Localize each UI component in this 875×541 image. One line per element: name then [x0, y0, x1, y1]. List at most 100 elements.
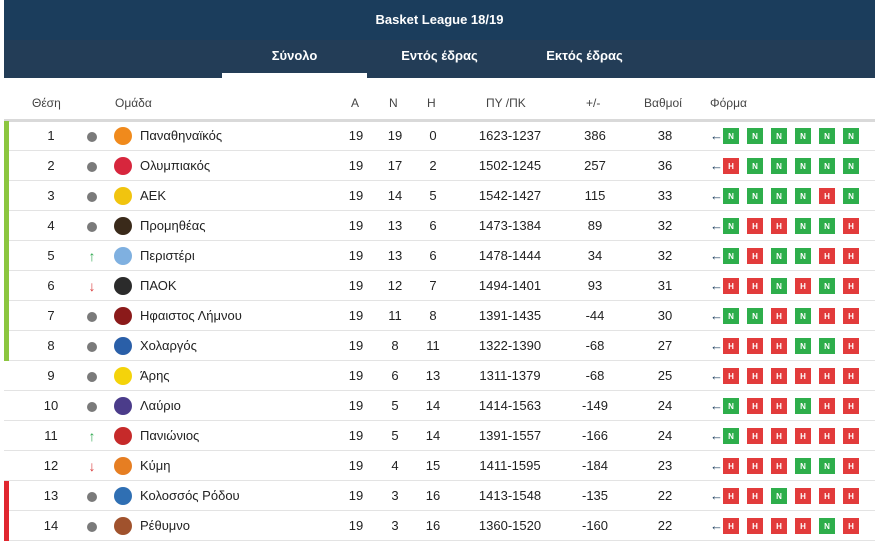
- arrow-up-icon: ↑: [88, 248, 96, 264]
- tab-away[interactable]: Εκτός έδρας: [546, 48, 623, 63]
- games-played-cell: 19: [348, 518, 364, 533]
- form-win-badge: Ν: [722, 247, 740, 265]
- table-row[interactable]: 12 ↓ Κύμη 19 4 15 1411-1595 -184 23 ← Η Η Η Ν Ν Η: [4, 451, 875, 481]
- games-played-cell: 19: [348, 308, 364, 323]
- arrow-left-icon: ←: [710, 158, 723, 173]
- point-diff-cell: 257: [584, 158, 606, 173]
- team-name[interactable]: ΑΕΚ: [140, 188, 167, 203]
- position-cell: 4: [47, 218, 55, 233]
- form-loss-badge: Η: [794, 367, 812, 385]
- arrow-left-icon: ←: [710, 188, 723, 203]
- position-cell: 11: [44, 428, 58, 443]
- zone-bar: [4, 361, 9, 391]
- wins-cell: 8: [391, 338, 399, 353]
- team-name[interactable]: Περιστέρι: [140, 248, 195, 263]
- table-row[interactable]: 1 Παναθηναϊκός 19 19 0 1623-1237 386 38 ← Ν Ν Ν Ν Ν Ν: [4, 121, 875, 151]
- header-losses: Η: [427, 96, 436, 110]
- table-row[interactable]: 4 Προμηθέας 19 13 6 1473-1384 89 32 ← Ν Η Η Ν Ν Η: [4, 211, 875, 241]
- team-logo-icon: [114, 367, 132, 385]
- standings-table: 1 Παναθηναϊκός 19 19 0 1623-1237 386 38 ← Ν Ν Ν Ν Ν Ν 2…: [4, 121, 875, 541]
- league-points-cell: 32: [657, 218, 673, 233]
- team-name[interactable]: Κολοσσός Ρόδου: [140, 488, 240, 503]
- position-cell: 2: [47, 158, 55, 173]
- table-row[interactable]: 9 Άρης 19 6 13 1311-1379 -68 25 ← Η Η Η Η Η Η: [4, 361, 875, 391]
- table-row[interactable]: 13 Κολοσσός Ρόδου 19 3 16 1413-1548 -135 22 ← Η Η Ν…: [4, 481, 875, 511]
- tab-bar: Σύνολο Εντός έδρας Εκτός έδρας: [4, 40, 875, 78]
- team-name[interactable]: Ρέθυμνο: [140, 518, 191, 533]
- team-name[interactable]: Άρης: [140, 368, 170, 383]
- form-loss-badge: Η: [746, 337, 764, 355]
- wins-cell: 3: [391, 488, 399, 503]
- relegation-zone-bar: [4, 511, 9, 541]
- position-cell: 12: [43, 458, 59, 473]
- tab-home[interactable]: Εντός έδρας: [401, 48, 478, 63]
- table-row[interactable]: 2 Ολυμπιακός 19 17 2 1502-1245 257 36 ← Η Ν Ν Ν Ν Ν: [4, 151, 875, 181]
- form-win-badge: Ν: [770, 127, 788, 145]
- no-change-dot-icon: [82, 481, 102, 511]
- losses-cell: 11: [426, 338, 440, 353]
- team-logo-icon: [114, 517, 132, 535]
- form-loss-badge: Η: [818, 247, 836, 265]
- position-cell: 9: [47, 368, 55, 383]
- wins-cell: 12: [387, 278, 403, 293]
- team-name[interactable]: Κύμη: [140, 458, 171, 473]
- team-name[interactable]: Χολαργός: [140, 338, 197, 353]
- team-name[interactable]: Παναθηναϊκός: [140, 128, 223, 143]
- point-diff-cell: 93: [587, 278, 603, 293]
- form-win-badge: Ν: [722, 427, 740, 445]
- losses-cell: 14: [425, 398, 441, 413]
- form-loss-badge: Η: [722, 277, 740, 295]
- league-points-cell: 25: [657, 368, 673, 383]
- table-row[interactable]: 11 ↑ Πανιώνιος 19 5 14 1391-1557 -166 24 ← Ν Η Η Η Η Η: [4, 421, 875, 451]
- form-loss-badge: Η: [842, 337, 860, 355]
- table-row[interactable]: 8 Χολαργός 19 8 11 1322-1390 -68 27 ← Η Η Η Ν Ν Η: [4, 331, 875, 361]
- form-loss-badge: Η: [842, 277, 860, 295]
- arrow-left-icon: ←: [710, 398, 723, 413]
- team-name[interactable]: Ολυμπιακός: [140, 158, 211, 173]
- form-loss-badge: Η: [842, 487, 860, 505]
- tab-overall[interactable]: Σύνολο: [222, 40, 367, 78]
- form-win-badge: Ν: [794, 217, 812, 235]
- wins-cell: 14: [387, 188, 403, 203]
- points-for-against-cell: 1391-1557: [478, 428, 542, 443]
- league-points-cell: 22: [657, 518, 673, 533]
- form-win-badge: Ν: [794, 127, 812, 145]
- games-played-cell: 19: [348, 398, 364, 413]
- form-win-badge: Ν: [794, 307, 812, 325]
- playoff-zone-bar: [4, 241, 9, 271]
- header-played: Α: [351, 96, 360, 110]
- team-name[interactable]: ΠΑΟΚ: [140, 278, 177, 293]
- table-row[interactable]: 10 Λαύριο 19 5 14 1414-1563 -149 24 ← Ν Η Η Ν Η Η: [4, 391, 875, 421]
- no-change-dot-icon: [82, 301, 102, 331]
- form-win-badge: Ν: [842, 187, 860, 205]
- team-logo-icon: [114, 187, 132, 205]
- form-win-badge: Ν: [842, 127, 860, 145]
- form-loss-badge: Η: [818, 367, 836, 385]
- no-change-dot-icon: [82, 181, 102, 211]
- team-name[interactable]: Πανιώνιος: [140, 428, 200, 443]
- form-loss-badge: Η: [722, 457, 740, 475]
- team-name[interactable]: Λαύριο: [140, 398, 181, 413]
- arrow-left-icon: ←: [710, 128, 723, 143]
- team-name[interactable]: Προμηθέας: [140, 218, 206, 233]
- team-logo-icon: [114, 487, 132, 505]
- form-loss-badge: Η: [746, 367, 764, 385]
- form-loss-badge: Η: [842, 517, 860, 535]
- table-row[interactable]: 14 Ρέθυμνο 19 3 16 1360-1520 -160 22 ← Η Η Η Η Ν Η: [4, 511, 875, 541]
- table-row[interactable]: 5 ↑ Περιστέρι 19 13 6 1478-1444 34 32 ← Ν Η Ν Ν Η Η: [4, 241, 875, 271]
- games-played-cell: 19: [348, 218, 364, 233]
- form-win-badge: Ν: [746, 157, 764, 175]
- header-wins: Ν: [389, 96, 398, 110]
- table-row[interactable]: 7 Ηφαιστος Λήμνου 19 11 8 1391-1435 -44 30 ← Ν Ν Η Ν…: [4, 301, 875, 331]
- team-name[interactable]: Ηφαιστος Λήμνου: [140, 308, 242, 323]
- table-row[interactable]: 6 ↓ ΠΑΟΚ 19 12 7 1494-1401 93 31 ← Η Η Ν Η Ν Η: [4, 271, 875, 301]
- wins-cell: 6: [391, 368, 399, 383]
- league-title-bar: Basket League 18/19: [4, 0, 875, 40]
- league-title: Basket League 18/19: [375, 12, 504, 27]
- losses-cell: 15: [425, 458, 441, 473]
- form-loss-badge: Η: [770, 307, 788, 325]
- table-row[interactable]: 3 ΑΕΚ 19 14 5 1542-1427 115 33 ← Ν Ν Ν Ν Η Ν: [4, 181, 875, 211]
- form-loss-badge: Η: [818, 487, 836, 505]
- form-win-badge: Ν: [818, 157, 836, 175]
- form-loss-badge: Η: [770, 397, 788, 415]
